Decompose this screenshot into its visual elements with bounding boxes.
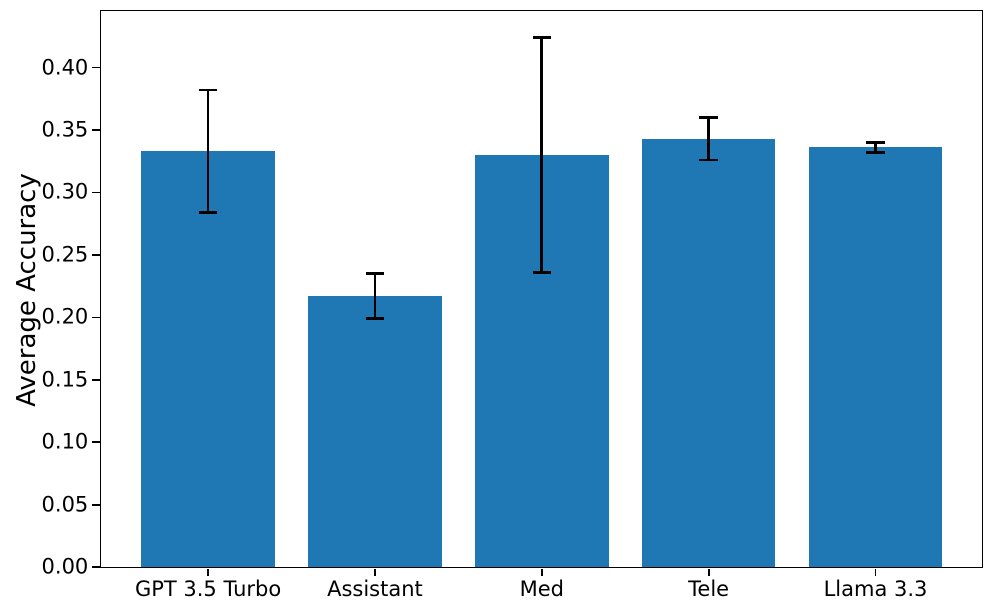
error-bar-line <box>874 142 877 153</box>
error-bar-cap-top <box>699 116 718 119</box>
error-bar-cap-bottom <box>198 211 218 214</box>
y-tick-mark <box>92 254 100 256</box>
y-tick-label: 0.00 <box>41 554 89 579</box>
error-bar-line <box>373 273 377 319</box>
bar <box>808 147 943 568</box>
plot-area: 0.00 0.05 0.10 0.15 0.20 0.25 0.30 0.35 0.40 GPT … <box>42 10 984 601</box>
error-bar-cap-bottom <box>866 151 885 154</box>
x-tick-mark <box>540 568 543 577</box>
y-tick-mark <box>92 129 100 131</box>
y-tick-label: 0.40 <box>41 55 89 80</box>
error-bar-line <box>707 117 710 160</box>
x-tick-label: Llama 3.3 <box>823 577 928 602</box>
y-tick-label: 0.30 <box>41 179 89 204</box>
y-tick-mark <box>92 566 100 569</box>
y-tick-label: 0.35 <box>41 117 89 142</box>
bar <box>641 138 776 568</box>
error-bar-cap-top <box>532 36 552 39</box>
x-tick-label: Tele <box>688 577 730 602</box>
x-tick-mark <box>874 568 877 577</box>
y-tick-label: 0.15 <box>41 367 89 392</box>
error-bar-cap-top <box>365 272 385 276</box>
bar <box>141 151 275 568</box>
error-bar-cap-bottom <box>699 158 718 162</box>
y-tick-mark <box>92 316 100 319</box>
y-axis-label: Average Accuracy <box>12 173 42 407</box>
x-tick-label: Assistant <box>327 577 423 602</box>
y-tick-mark <box>92 66 100 69</box>
y-tick-label: 0.05 <box>41 492 89 517</box>
x-tick-label: GPT 3.5 Turbo <box>134 577 282 602</box>
error-bar-cap-bottom <box>532 271 552 274</box>
error-bar-cap-top <box>866 141 885 144</box>
y-tick-label: 0.20 <box>41 304 89 329</box>
bar <box>308 296 442 568</box>
y-tick-mark <box>92 378 100 381</box>
error-bar-line <box>540 37 544 273</box>
y-tick-label: 0.25 <box>41 242 89 267</box>
x-tick-mark <box>374 568 376 577</box>
y-tick-mark <box>92 441 100 444</box>
error-bar-line <box>206 90 210 213</box>
x-tick-mark <box>207 568 209 577</box>
y-tick-mark <box>92 191 100 194</box>
error-bar-cap-bottom <box>365 317 385 320</box>
x-tick-label: Med <box>519 577 564 602</box>
y-tick-label: 0.10 <box>41 429 89 454</box>
x-tick-mark <box>707 568 710 577</box>
y-tick-mark <box>92 503 100 506</box>
error-bar-cap-top <box>198 88 218 92</box>
